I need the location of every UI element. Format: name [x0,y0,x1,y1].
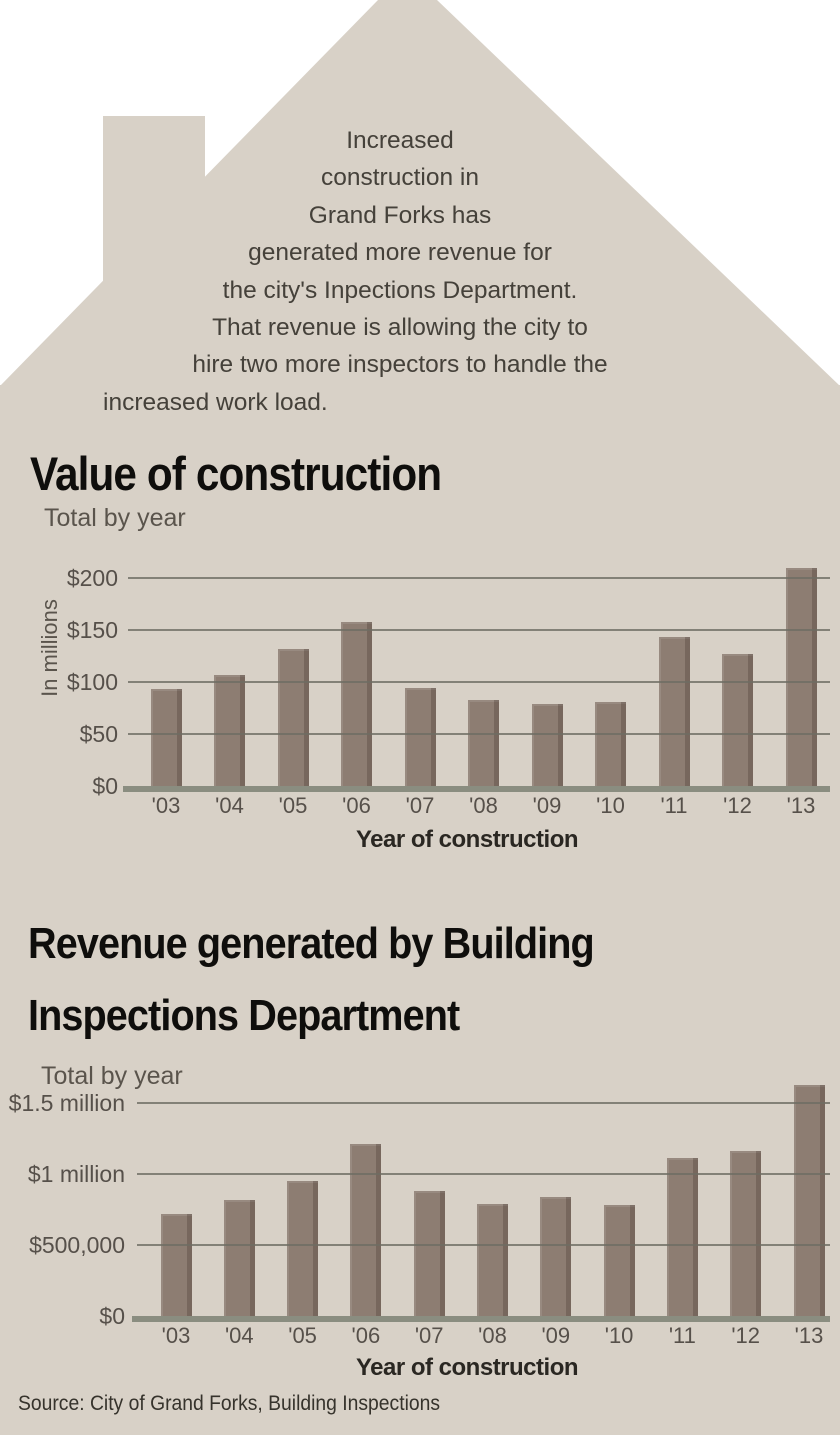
y-tick-label: $150 [66,617,118,644]
gridline [137,1102,830,1104]
x-tick-label: '07 [405,793,435,818]
y-tick-label: $1 million [27,1161,125,1187]
gridline [128,629,830,632]
x-tick-label: '03 [161,1323,191,1348]
x-tick-label: '05 [278,793,308,818]
x-tick-label: '06 [342,793,371,818]
x-tick-label: '10 [596,793,625,818]
y-tick-label: $50 [79,721,118,748]
x-axis-baseline [132,1316,830,1322]
bar-11 [658,636,690,786]
bar-07 [404,688,436,786]
intro-line: construction in [321,164,479,192]
bar-08 [468,699,499,786]
y-tick-label: $0 [99,1303,125,1329]
x-tick-label: '08 [478,1323,507,1348]
x-tick-label: '05 [288,1323,317,1348]
bar-06 [350,1144,382,1316]
x-axis-baseline [123,786,830,792]
intro-line: the city's Inpections Department. [222,276,578,304]
gridline [128,733,830,736]
bar-12 [730,1151,762,1316]
y-tick-label: $1.5 million [8,1090,125,1116]
bar-03 [150,689,182,786]
x-tick-label: '09 [541,1323,571,1348]
intro-line: That revenue is allowing the city to [212,314,588,342]
chart2-title-line: Revenue generated by Building [28,919,595,968]
bar-08 [477,1203,508,1316]
bar-10 [603,1205,635,1316]
bar-11 [666,1158,698,1316]
bar-05 [277,648,309,786]
bar-13 [785,568,817,786]
intro-text: Increased construction in Grand Forks ha… [55,122,745,421]
x-tick-label: '12 [731,1323,761,1348]
x-tick-label: '10 [604,1323,634,1348]
bar-09 [540,1196,572,1316]
chart2-x-axis-title: Year of construction [355,1354,579,1381]
gridline [128,681,830,684]
chart2-title-line: Inspections Department [28,991,460,1040]
x-tick-label: '03 [151,793,181,818]
x-tick-label: '11 [660,793,688,818]
y-tick-label: $500,000 [29,1232,125,1258]
chart1-title: Value of construction [30,447,442,500]
x-tick-label: '07 [414,1323,444,1348]
bar-10 [595,701,626,786]
house-chimney-shape [103,116,205,386]
source-credit: Source: City of Grand Forks, Building In… [18,1392,441,1415]
x-tick-label: '13 [794,1323,824,1348]
x-tick-label: '08 [469,793,498,818]
bar-09 [531,703,563,786]
bar-07 [413,1191,445,1316]
intro-line: increased work load. [103,388,328,416]
gridline [128,577,830,580]
intro-line: hire two more inspectors to handle the [192,351,608,379]
chart1-x-axis-title: Year of construction [355,826,579,853]
chart2-subtitle: Total by year [41,1062,183,1090]
chart1-subtitle: Total by year [44,504,186,532]
x-tick-label: '04 [215,793,244,818]
x-tick-label: '11 [668,1323,696,1348]
intro-line: generated more revenue for [248,239,552,267]
x-tick-label: '06 [351,1323,381,1348]
intro-line: Increased [346,127,454,154]
bar-12 [722,654,753,786]
y-tick-label: $100 [66,669,118,696]
chart2-title: Revenue generated by Building Inspection… [28,908,595,1052]
gridline [137,1173,830,1175]
x-tick-label: '04 [224,1323,254,1348]
bar-06 [341,621,372,786]
x-tick-label: '09 [532,793,562,818]
x-tick-label: '13 [786,793,816,818]
x-tick-label: '12 [723,793,752,818]
bar-04 [214,674,245,786]
bar-13 [793,1084,825,1316]
y-tick-label: $200 [66,565,118,592]
gridline [137,1244,830,1246]
bar-03 [160,1213,192,1316]
bar-05 [287,1181,319,1316]
bar-04 [223,1199,255,1316]
intro-line: Grand Forks has [308,201,492,229]
y-tick-label: $0 [92,773,118,799]
